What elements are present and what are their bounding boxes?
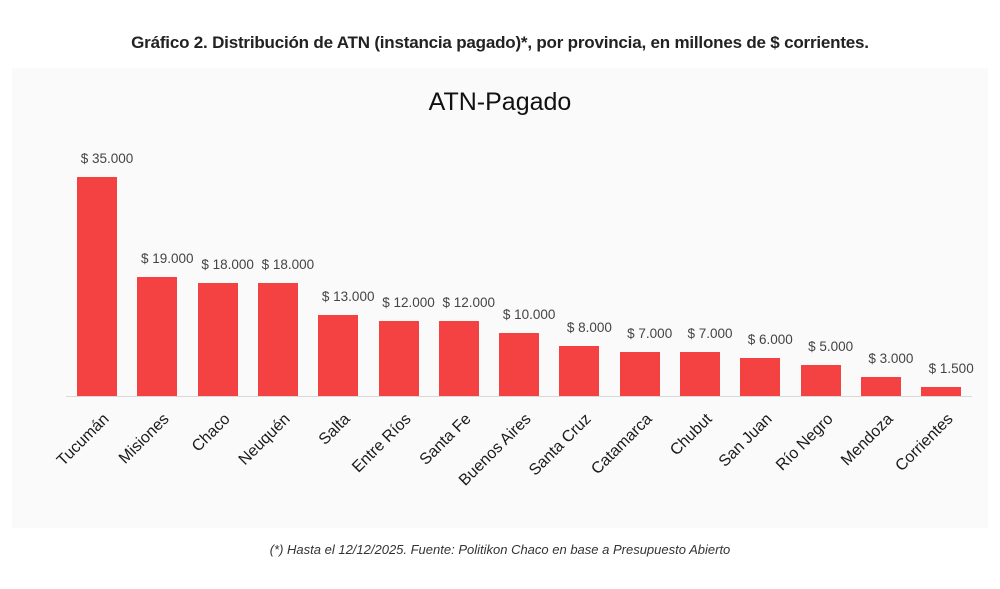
category-label: Entre Ríos <box>348 410 415 477</box>
category-label: Chaco <box>188 410 234 456</box>
bar-value-label: $ 6.000 <box>747 332 793 347</box>
bar-value-label: $ 19.000 <box>141 251 194 266</box>
bar <box>378 321 419 396</box>
category-label: Mendoza <box>837 410 897 470</box>
bar <box>619 352 660 396</box>
bar-value-label: $ 12.000 <box>382 295 435 310</box>
bar-value-label: $ 1.500 <box>928 361 974 376</box>
category-label: Catamarca <box>587 410 656 478</box>
bar-value-label: $ 7.000 <box>627 326 673 341</box>
bar <box>921 387 962 396</box>
bar <box>137 277 178 396</box>
bar <box>257 283 298 396</box>
category-label: Salta <box>316 410 354 449</box>
bar <box>860 377 901 396</box>
bar-value-label: $ 5.000 <box>808 339 854 354</box>
bar <box>559 346 600 396</box>
category-label: Tucumán <box>53 410 113 470</box>
category-label: Chubut <box>667 410 716 460</box>
category-label: Río Negro <box>772 410 837 475</box>
bar-value-label: $ 18.000 <box>201 257 254 272</box>
bar <box>680 352 720 396</box>
figure-heading: Gráfico 2. Distribución de ATN (instanci… <box>131 33 869 52</box>
bar <box>77 177 117 396</box>
bar <box>740 358 781 396</box>
bar <box>800 365 841 396</box>
x-axis-line <box>66 396 972 397</box>
bar-value-label: $ 18.000 <box>261 257 315 272</box>
category-label: Santa Cruz <box>526 410 596 480</box>
bar-value-label: $ 35.000 <box>80 151 134 166</box>
category-label: San Juan <box>716 410 776 471</box>
bar <box>499 333 540 396</box>
category-label: Misiones <box>116 410 173 468</box>
bar-value-label: $ 12.000 <box>442 295 496 310</box>
bar <box>197 283 238 396</box>
category-label: Neuquén <box>235 410 294 469</box>
category-label: Buenos Aires <box>456 410 535 490</box>
bar-value-label: $ 13.000 <box>321 289 375 304</box>
chart-title: ATN-Pagado <box>428 88 572 116</box>
category-label: Santa Fe <box>416 410 475 469</box>
bar-value-label: $ 7.000 <box>687 326 733 341</box>
category-label: Corrientes <box>892 410 957 475</box>
footnote: (*) Hasta el 12/12/2025. Fuente: Politik… <box>269 542 731 557</box>
bar <box>438 321 479 396</box>
bar-value-label: $ 8.000 <box>566 320 612 335</box>
bar-value-label: $ 3.000 <box>868 351 914 366</box>
bar-value-label: $ 10.000 <box>502 307 556 322</box>
bar <box>318 315 359 396</box>
